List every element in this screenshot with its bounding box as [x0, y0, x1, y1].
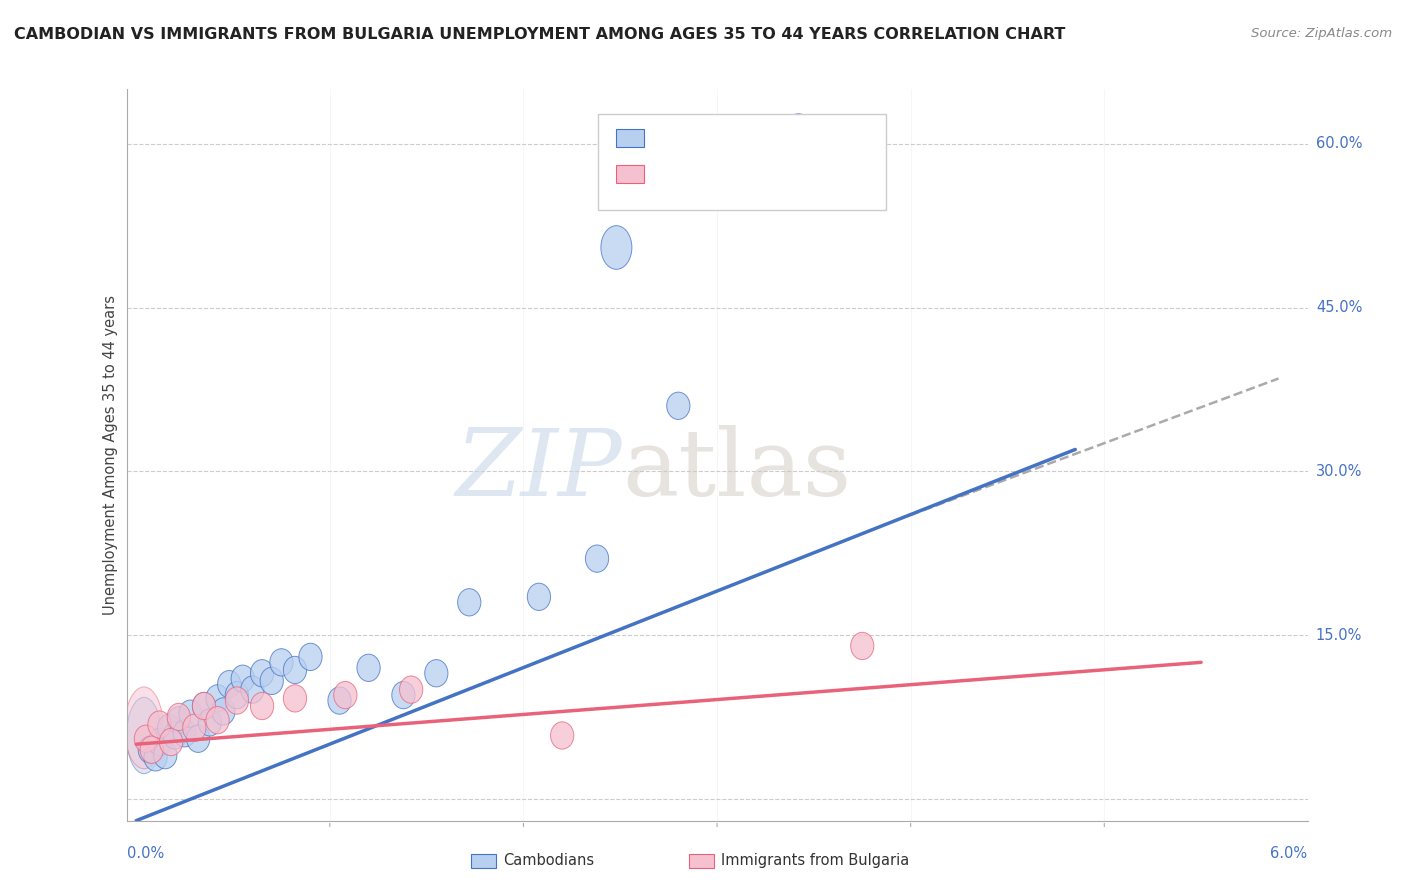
Text: ZIP: ZIP	[456, 425, 623, 515]
Ellipse shape	[240, 676, 264, 703]
Ellipse shape	[780, 114, 815, 163]
Ellipse shape	[357, 654, 380, 681]
Ellipse shape	[250, 659, 274, 687]
Ellipse shape	[231, 665, 254, 692]
Ellipse shape	[159, 729, 183, 756]
Ellipse shape	[148, 729, 172, 756]
Text: R = 0.653  N = 31: R = 0.653 N = 31	[652, 130, 786, 145]
Ellipse shape	[198, 709, 221, 736]
Ellipse shape	[392, 681, 415, 709]
Ellipse shape	[135, 725, 157, 753]
Ellipse shape	[153, 741, 177, 769]
Ellipse shape	[205, 706, 229, 734]
Ellipse shape	[851, 632, 875, 659]
Text: 45.0%: 45.0%	[1316, 300, 1362, 315]
Text: 15.0%: 15.0%	[1316, 628, 1362, 642]
Ellipse shape	[457, 589, 481, 616]
Ellipse shape	[225, 687, 249, 714]
Ellipse shape	[399, 676, 423, 703]
Ellipse shape	[328, 687, 352, 714]
Text: 60.0%: 60.0%	[1316, 136, 1362, 152]
Ellipse shape	[193, 692, 215, 720]
Ellipse shape	[163, 722, 187, 749]
Ellipse shape	[193, 692, 215, 720]
Ellipse shape	[141, 736, 163, 764]
Ellipse shape	[205, 685, 229, 712]
Ellipse shape	[299, 643, 322, 671]
Ellipse shape	[585, 545, 609, 573]
Ellipse shape	[148, 711, 172, 739]
Ellipse shape	[187, 725, 209, 753]
Text: Source: ZipAtlas.com: Source: ZipAtlas.com	[1251, 27, 1392, 40]
Text: Cambodians: Cambodians	[503, 854, 595, 868]
Ellipse shape	[260, 667, 284, 695]
Ellipse shape	[143, 744, 167, 771]
Ellipse shape	[212, 698, 235, 725]
Ellipse shape	[225, 681, 249, 709]
Ellipse shape	[551, 722, 574, 749]
Ellipse shape	[173, 720, 197, 747]
Text: 30.0%: 30.0%	[1316, 464, 1362, 479]
Ellipse shape	[125, 687, 163, 769]
Text: Immigrants from Bulgaria: Immigrants from Bulgaria	[721, 854, 910, 868]
Ellipse shape	[284, 657, 307, 683]
Ellipse shape	[666, 392, 690, 419]
Text: atlas: atlas	[623, 425, 852, 515]
Ellipse shape	[527, 583, 551, 610]
Y-axis label: Unemployment Among Ages 35 to 44 years: Unemployment Among Ages 35 to 44 years	[103, 295, 118, 615]
Ellipse shape	[218, 671, 240, 698]
Ellipse shape	[167, 706, 190, 734]
Ellipse shape	[425, 659, 449, 687]
Text: 6.0%: 6.0%	[1271, 846, 1308, 861]
Ellipse shape	[600, 226, 631, 269]
Ellipse shape	[250, 692, 274, 720]
Ellipse shape	[333, 681, 357, 709]
Ellipse shape	[167, 703, 190, 731]
Text: R = 0.676  N = 14: R = 0.676 N = 14	[652, 166, 786, 180]
Ellipse shape	[179, 700, 202, 727]
Ellipse shape	[127, 698, 162, 773]
Ellipse shape	[284, 685, 307, 712]
Text: 0.0%: 0.0%	[127, 846, 163, 861]
Text: CAMBODIAN VS IMMIGRANTS FROM BULGARIA UNEMPLOYMENT AMONG AGES 35 TO 44 YEARS COR: CAMBODIAN VS IMMIGRANTS FROM BULGARIA UN…	[14, 27, 1066, 42]
Ellipse shape	[183, 714, 205, 741]
Ellipse shape	[157, 714, 181, 741]
Ellipse shape	[270, 648, 292, 676]
Ellipse shape	[138, 736, 162, 764]
